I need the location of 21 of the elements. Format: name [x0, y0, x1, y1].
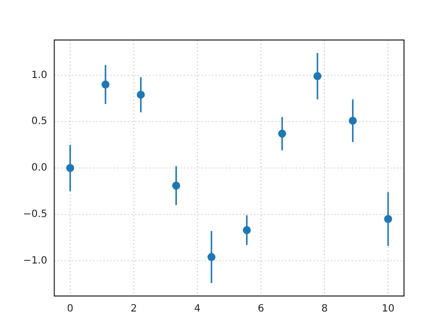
- x-tick-label: 0: [66, 304, 74, 315]
- y-tick-label: −1.0: [22, 255, 48, 266]
- y-tick-label: 1.0: [31, 70, 48, 81]
- point: [242, 226, 251, 234]
- point: [136, 90, 145, 99]
- point: [348, 116, 357, 125]
- point: [172, 182, 180, 190]
- point: [66, 164, 74, 172]
- y-tick-label: 0.5: [31, 116, 48, 128]
- x-tick-label: 6: [258, 304, 264, 315]
- x-tick-label: 10: [382, 304, 394, 315]
- x-tick-label: 2: [130, 304, 137, 315]
- y-tick-label: −0.5: [22, 208, 48, 220]
- point: [207, 253, 216, 262]
- point: [278, 130, 286, 138]
- x-tick-label: 4: [194, 304, 201, 315]
- y-tick-label: 0.0: [31, 162, 48, 174]
- x-tick-label: 8: [321, 304, 328, 315]
- point: [313, 72, 322, 80]
- point: [102, 80, 110, 89]
- point: [384, 215, 392, 224]
